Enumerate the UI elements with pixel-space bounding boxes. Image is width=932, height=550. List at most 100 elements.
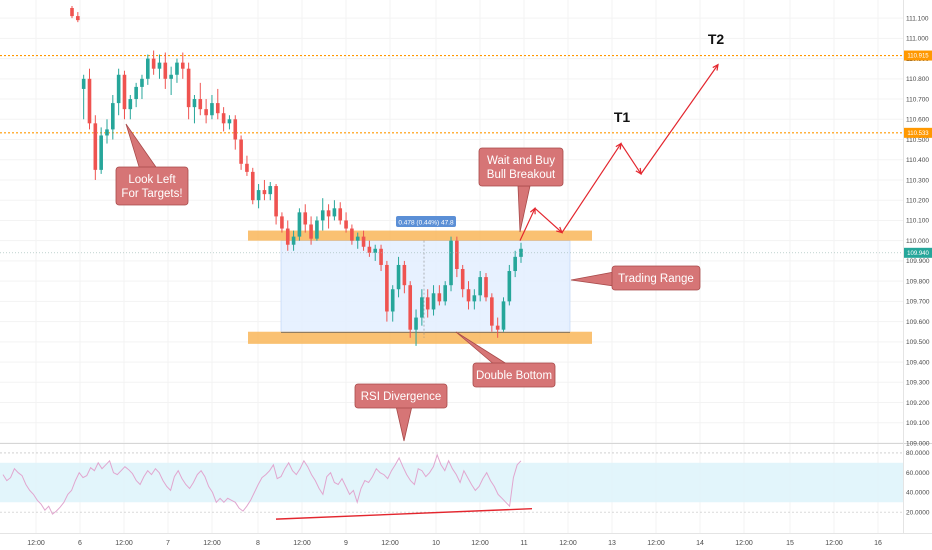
- candle-body: [262, 190, 267, 195]
- candle: [420, 289, 424, 326]
- candle-body: [128, 99, 133, 110]
- time-tick-label: 12:00: [825, 540, 843, 547]
- time-tick-label: 11: [520, 540, 527, 547]
- candle-body: [116, 74, 121, 104]
- candle: [245, 155, 249, 176]
- measure-tool: 0.478 (0.44%) 47.8: [396, 216, 456, 338]
- candle: [111, 95, 115, 140]
- time-tick-label: 12:00: [27, 540, 45, 547]
- candle: [192, 95, 197, 124]
- trading-range-box[interactable]: [280, 240, 571, 333]
- candle: [519, 242, 523, 263]
- callout-wait-buy[interactable]: Wait and Buy Bull Breakout: [478, 147, 564, 233]
- candle: [198, 82, 203, 116]
- callout-text-line: For Targets!: [121, 188, 182, 200]
- price-badge-label: 109.940: [907, 251, 929, 257]
- callouts[interactable]: Look Left For Targets! Wait and Buy Bull Br…: [115, 123, 701, 442]
- price-tick-label: 109.200: [906, 400, 930, 407]
- candle-body: [87, 78, 92, 124]
- price-tick-label: 110.100: [906, 218, 929, 225]
- rsi-band: [0, 462, 903, 503]
- candle-body: [385, 264, 389, 312]
- candle-body: [93, 123, 98, 170]
- candle: [122, 70, 127, 120]
- candle: [76, 12, 80, 23]
- candle: [233, 115, 238, 150]
- candle-body: [210, 103, 214, 116]
- candle-body: [256, 190, 261, 201]
- candle-body: [326, 210, 331, 217]
- candle: [250, 167, 255, 205]
- arrowhead: [615, 142, 622, 150]
- callout-text-line: Bull Breakout: [487, 169, 556, 181]
- candle: [431, 285, 436, 316]
- candle-body: [466, 289, 471, 302]
- callout-text-line: Trading Range: [618, 273, 694, 285]
- candle-body: [186, 68, 191, 108]
- candle-body: [151, 58, 156, 69]
- price-tick-label: 111.000: [906, 36, 929, 43]
- candle-body: [495, 325, 500, 330]
- candle: [309, 216, 313, 245]
- candle-body: [443, 285, 448, 302]
- measure-badge: [396, 216, 456, 227]
- candle: [501, 297, 506, 332]
- rsi-tick-label: 80.0000: [906, 450, 930, 457]
- candle-body: [221, 113, 226, 124]
- projection-arrow-path[interactable]: [519, 64, 719, 241]
- price-tick-label: 110.400: [906, 157, 929, 164]
- resistance-zone[interactable]: [248, 230, 592, 241]
- candle: [437, 285, 442, 306]
- candle-body: [245, 163, 249, 172]
- support-zone[interactable]: [248, 331, 592, 344]
- candle-body: [291, 236, 296, 245]
- price-badge-bg: [904, 247, 932, 258]
- callout-double-bottom[interactable]: Double Bottom: [455, 331, 556, 388]
- candle-body: [239, 139, 243, 164]
- callout-text-line: Look Left: [128, 174, 176, 186]
- candle-body: [344, 220, 348, 229]
- candle: [262, 179, 267, 201]
- time-tick-label: 13: [608, 540, 616, 547]
- candle: [70, 5, 74, 19]
- candle-body: [192, 99, 197, 108]
- price-axis[interactable]: 111.100111.000110.900110.800110.700110.6…: [904, 15, 932, 516]
- callout-trading-range[interactable]: Trading Range: [570, 265, 701, 291]
- candle-body: [274, 186, 278, 217]
- candle: [367, 240, 372, 257]
- candle-body: [70, 8, 74, 17]
- callout-box: [354, 383, 448, 409]
- time-axis[interactable]: 12:00 6 12:00 7 12:00 8 12:00 9 12:00 10 12:00 11 12…: [0, 533, 932, 548]
- horizontal-levels[interactable]: [0, 54, 903, 134]
- rsi-indicator: [0, 452, 903, 520]
- time-tick-label: 8: [256, 540, 260, 547]
- candle-body: [285, 228, 290, 245]
- callout-look-left[interactable]: Look Left For Targets!: [115, 123, 189, 206]
- candle-body: [111, 103, 115, 130]
- candle-body: [175, 62, 179, 75]
- callout-text-line: RSI Divergence: [361, 391, 442, 403]
- price-tick-label: 110.000: [906, 238, 929, 245]
- candle: [280, 212, 284, 233]
- candle: [140, 74, 144, 100]
- projection-path[interactable]: T1 T2: [519, 31, 725, 241]
- candle: [157, 54, 162, 79]
- candle-body: [373, 248, 378, 253]
- time-tick-label: 16: [874, 540, 882, 547]
- range-zones[interactable]: [248, 230, 592, 344]
- time-tick-label: 15: [786, 540, 794, 547]
- candle-body: [472, 295, 477, 302]
- candle: [268, 182, 273, 201]
- candle-body: [490, 297, 494, 326]
- target-t2-label: T2: [708, 31, 725, 47]
- price-tick-label: 109.700: [906, 299, 930, 306]
- callout-box: [115, 166, 189, 206]
- candle: [180, 52, 185, 79]
- candle-body: [215, 103, 220, 114]
- candle: [320, 198, 325, 231]
- rsi-tick-label: 40.0000: [906, 490, 930, 497]
- candle-body: [227, 119, 232, 124]
- candle: [128, 95, 133, 120]
- callout-rsi-divergence[interactable]: RSI Divergence: [354, 383, 448, 442]
